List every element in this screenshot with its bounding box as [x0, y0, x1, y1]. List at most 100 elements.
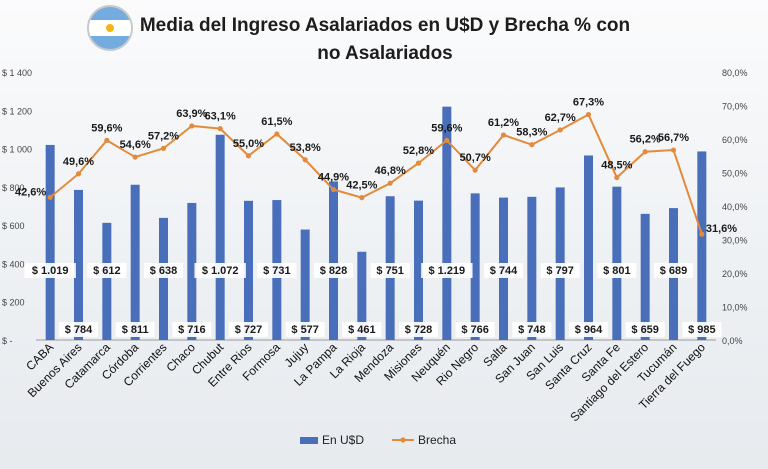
line-point — [302, 157, 308, 163]
x-tick-label: Chubut — [189, 340, 227, 378]
legend-swatch-bars — [300, 437, 318, 444]
line-value-label: 56,7% — [658, 132, 689, 144]
line-point — [160, 145, 167, 151]
line-point — [529, 142, 535, 148]
bar-value-label: $ 964 — [575, 324, 603, 336]
bar — [499, 197, 508, 340]
x-tick-label: La Rioja — [327, 340, 368, 381]
bar — [357, 251, 367, 340]
line-point — [444, 137, 450, 143]
bar-value-label: $ 728 — [405, 324, 433, 336]
line-value-label: 59,6% — [431, 122, 462, 134]
x-tick-label: San Juan — [492, 340, 538, 386]
x-tick-label: CABA — [23, 340, 56, 373]
line-point — [472, 167, 478, 173]
y-left-tick-label: $ 800 — [2, 183, 25, 193]
bar-label-bg — [342, 322, 382, 337]
y-right-tick-label: 10,0% — [722, 303, 748, 313]
bar-value-label: $ 748 — [518, 324, 546, 336]
bar-value-label: $ 577 — [291, 324, 319, 336]
bar-value-label: $ 784 — [65, 324, 93, 336]
chart-title: Media del Ingreso Asalariados en U$D y B… — [130, 12, 640, 68]
bar-value-label: $ 612 — [93, 265, 121, 277]
line-point — [104, 137, 110, 143]
bar-value-label: $ 751 — [376, 265, 404, 277]
bar — [102, 222, 112, 340]
line-point — [614, 174, 620, 181]
line-point — [330, 186, 337, 193]
line-point — [132, 154, 138, 160]
line-point — [557, 127, 563, 133]
bar — [527, 196, 537, 340]
bar-label-bg — [484, 263, 523, 278]
bar-label-bg — [421, 263, 473, 278]
bar-label-bg — [597, 263, 637, 278]
brecha-line — [49, 113, 703, 235]
bar-value-label: $ 659 — [631, 324, 659, 336]
line-value-label: 62,7% — [545, 112, 576, 124]
bar-value-label: $ 766 — [461, 324, 489, 336]
bar-label-bg — [59, 322, 98, 337]
line-point — [699, 231, 705, 237]
argentina-flag-icon — [87, 5, 133, 51]
y-left-tick-label: $ 400 — [2, 259, 25, 269]
line-point — [75, 171, 82, 177]
bar-value-label: $ 985 — [688, 324, 716, 336]
bar-value-label: $ 727 — [235, 324, 263, 336]
line-value-label: 48,5% — [601, 160, 632, 172]
line-value-label: 56,2% — [630, 134, 661, 146]
line-value-label: 42,5% — [346, 180, 377, 192]
y-right-tick-label: 70,0% — [722, 102, 748, 112]
bar-label-bg — [370, 263, 410, 278]
bar-label-bg — [87, 263, 127, 278]
bar-label-bg — [24, 263, 76, 278]
y-right-tick-label: 50,0% — [722, 169, 748, 179]
x-tick-label: Mendoza — [351, 340, 396, 385]
line-point — [217, 126, 223, 132]
bar-label-bg — [229, 322, 268, 337]
line-point — [585, 111, 592, 118]
x-tick-label: Santiago del Estero — [567, 340, 651, 424]
chart-title-line2: no Asalariados — [317, 43, 453, 64]
line-value-label: 54,6% — [120, 139, 151, 151]
bar-value-label: $ 716 — [178, 324, 206, 336]
bar-value-label: $ 1.072 — [202, 265, 239, 277]
x-tick-label: Tierra del Fuego — [636, 340, 708, 412]
line-value-label: 67,3% — [573, 97, 604, 109]
line-value-label: 50,7% — [460, 152, 491, 164]
bar-value-label: $ 1.019 — [32, 265, 69, 277]
bar-label-bg — [512, 322, 552, 337]
y-left-tick-label: $ 1 200 — [2, 106, 32, 116]
x-tick-label: Formosa — [240, 340, 284, 384]
bar-label-bg — [654, 263, 693, 278]
bar-label-bg — [257, 263, 297, 278]
bar — [612, 186, 622, 340]
bar-value-label: $ 744 — [490, 265, 518, 277]
bar-label-bg — [569, 322, 608, 337]
bar — [187, 202, 197, 340]
x-tick-label: Misiones — [381, 340, 424, 383]
x-tick-label: Tucumán — [635, 340, 680, 385]
line-point — [47, 194, 53, 200]
line-value-label: 44,9% — [318, 172, 349, 184]
line-value-label: 58,3% — [516, 127, 547, 139]
bar-value-label: $ 461 — [348, 324, 376, 336]
bar — [470, 193, 480, 340]
bar — [244, 200, 253, 340]
bar — [584, 155, 593, 340]
y-right-tick-label: 20,0% — [722, 269, 748, 279]
x-tick-label: Catamarca — [62, 340, 114, 392]
bar-label-bg — [194, 263, 246, 278]
line-point — [670, 147, 677, 153]
x-tick-label: La Pampa — [291, 340, 340, 389]
legend-label-bars: En U$D — [322, 433, 364, 447]
line-value-label: 46,8% — [375, 165, 406, 177]
y-left-tick-label: $ 1 400 — [2, 68, 32, 78]
line-point — [642, 149, 648, 155]
chart-title-line1: Media del Ingreso Asalariados en U$D y B… — [139, 15, 631, 36]
bar — [697, 151, 707, 340]
x-tick-label: Jujuy — [282, 340, 312, 370]
x-tick-label: San Luis — [523, 340, 566, 383]
bar — [669, 208, 678, 340]
